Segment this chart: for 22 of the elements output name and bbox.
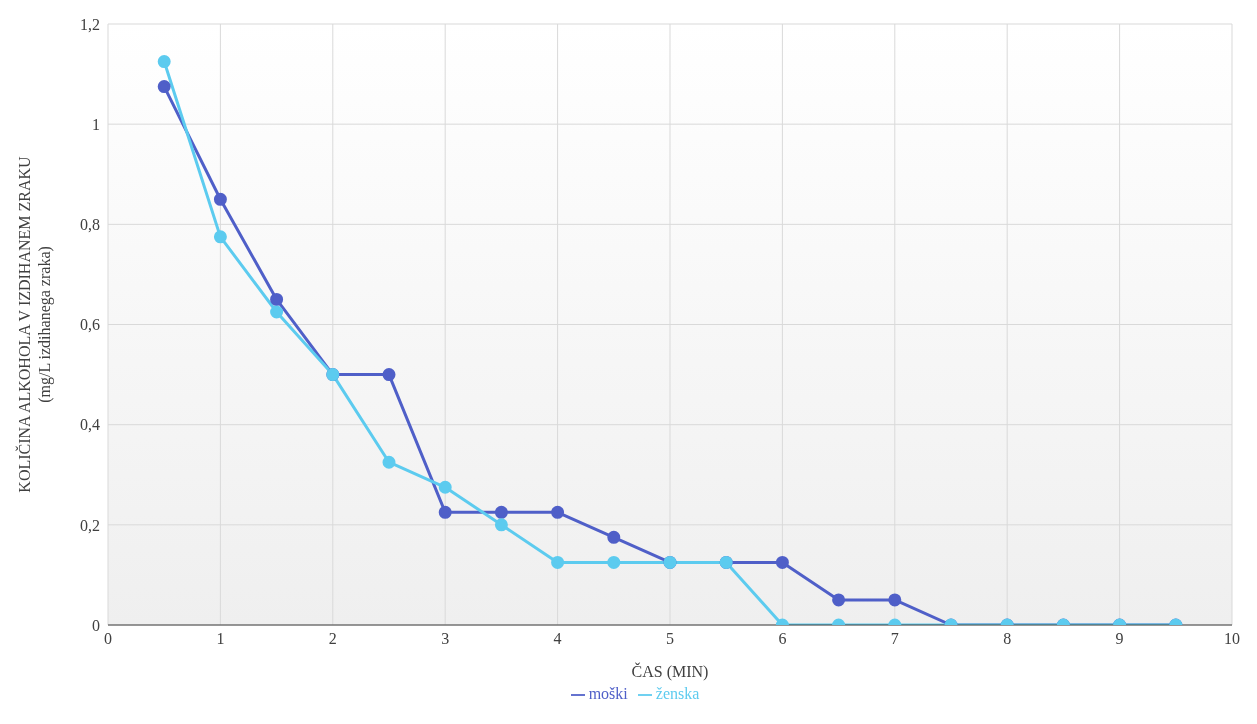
y-tick-label: 0 xyxy=(92,616,100,634)
y-axis-title: KOLIČINA ALKOHOLA V IZDIHANEM ZRAKU (mg/L izdihanega zraka) xyxy=(15,155,54,493)
x-tick-label: 10 xyxy=(1224,630,1240,648)
legend-label: moški xyxy=(588,685,628,702)
x-axis-title: ČAS (MIN) xyxy=(631,662,709,681)
y-tick-label: 0,6 xyxy=(80,316,100,334)
x-tick-label: 9 xyxy=(1115,630,1124,648)
y-tick-label: 0,2 xyxy=(80,516,100,534)
x-tick-label: 4 xyxy=(553,630,562,648)
legend-label: ženska xyxy=(655,685,700,702)
x-tick-label: 1 xyxy=(216,630,225,648)
y-tick-label: 0,8 xyxy=(80,216,100,234)
y-tick-label: 0,4 xyxy=(80,416,100,434)
x-tick-label: 2 xyxy=(328,630,337,648)
x-tick-label: 8 xyxy=(1003,630,1012,648)
x-tick-label: 0 xyxy=(104,630,112,648)
y-tick-label: 1,2 xyxy=(80,15,100,33)
x-tick-label: 3 xyxy=(441,630,450,648)
x-tick-label: 7 xyxy=(890,630,899,648)
x-tick-label: 6 xyxy=(778,630,787,648)
y-tick-label: 1 xyxy=(92,115,100,133)
x-tick-label: 5 xyxy=(666,630,674,648)
